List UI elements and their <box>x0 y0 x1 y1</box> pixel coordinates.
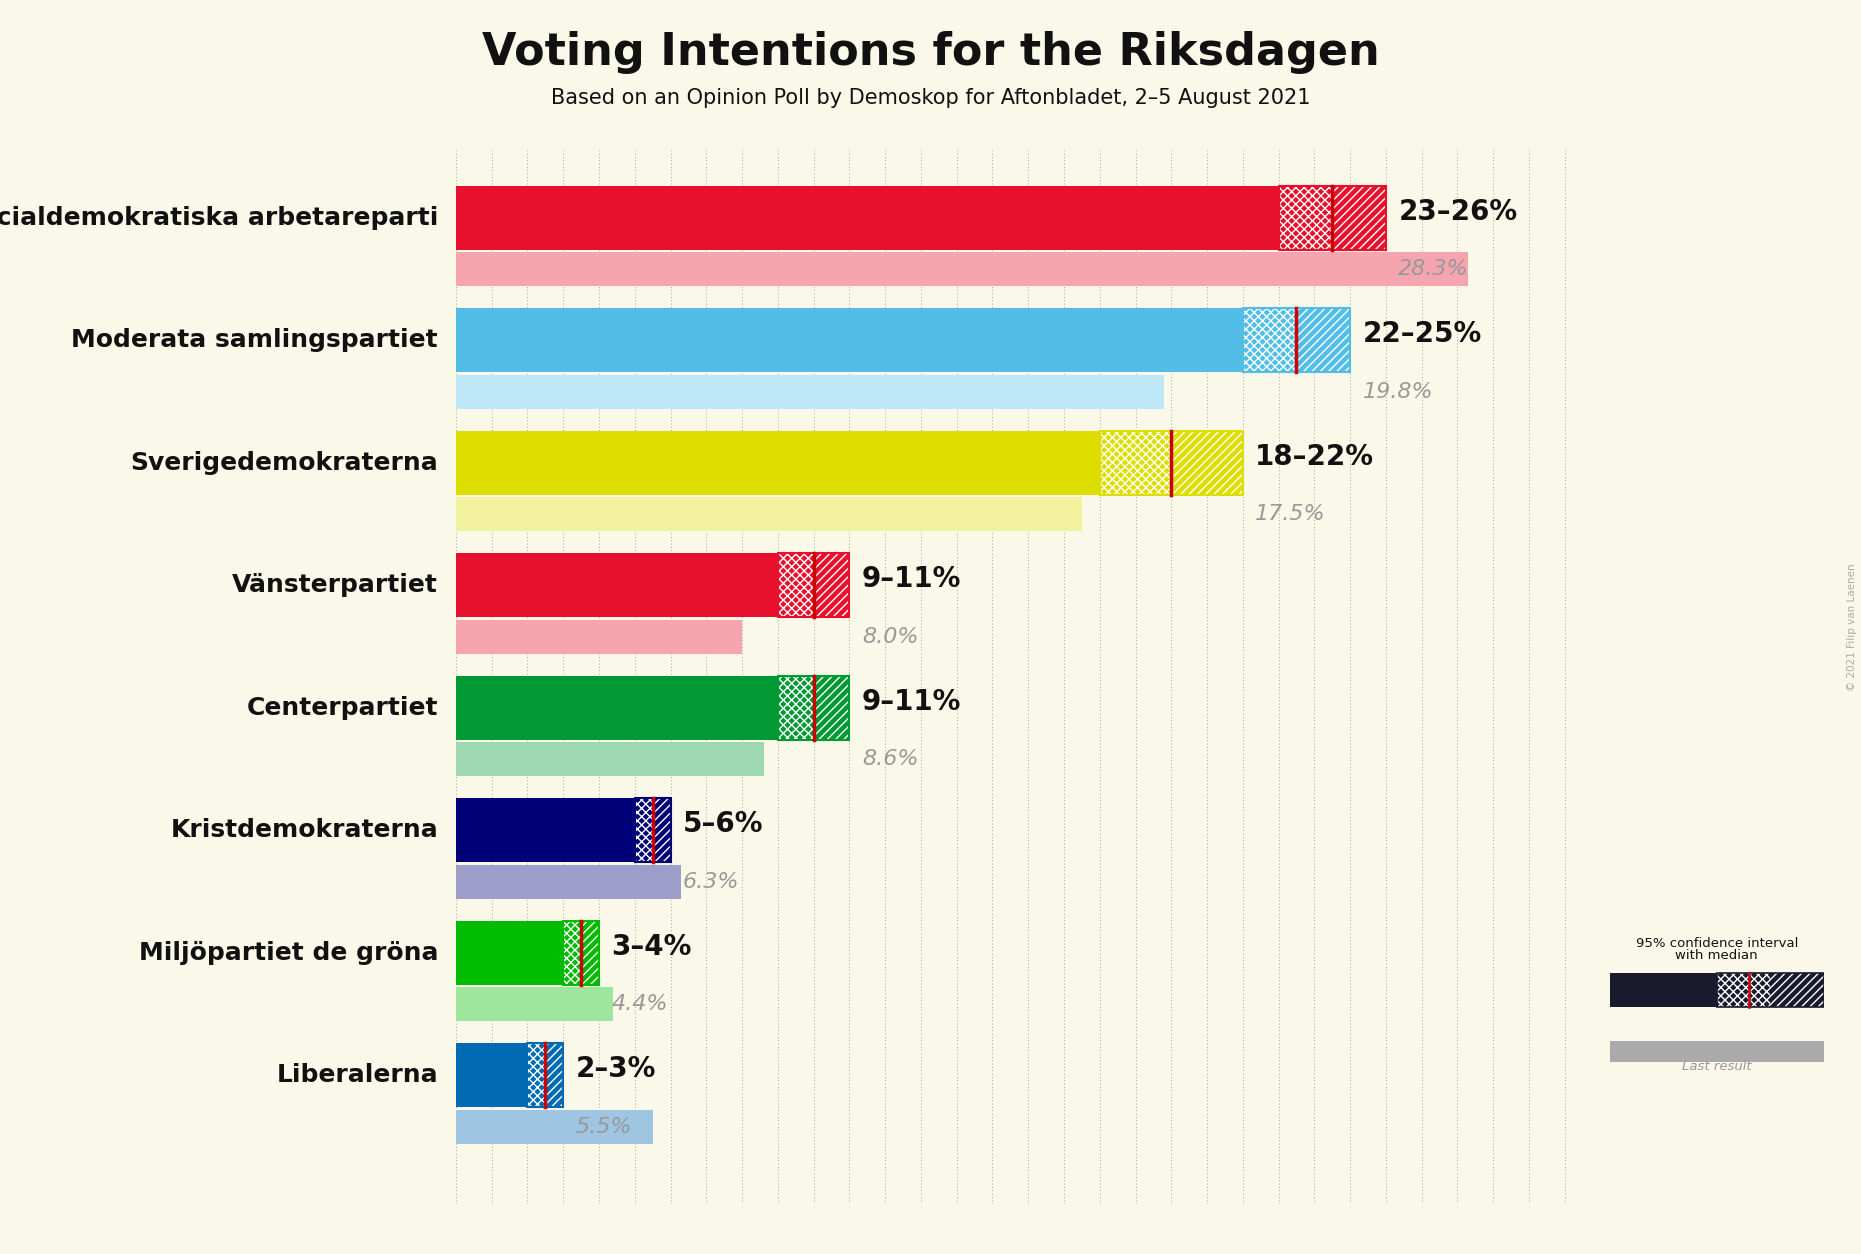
Text: Voting Intentions for the Riksdagen: Voting Intentions for the Riksdagen <box>482 31 1379 74</box>
Bar <box>1770 973 1824 1007</box>
Bar <box>1100 431 1171 494</box>
Bar <box>456 1110 653 1144</box>
Bar <box>456 553 778 617</box>
Bar <box>456 308 1243 372</box>
Bar <box>653 799 670 861</box>
Text: Kristdemokraterna: Kristdemokraterna <box>171 819 437 843</box>
Text: 2–3%: 2–3% <box>575 1055 657 1083</box>
Bar <box>778 553 813 617</box>
Text: 28.3%: 28.3% <box>1398 260 1468 280</box>
Bar <box>1332 186 1386 250</box>
Text: 5–6%: 5–6% <box>683 810 763 838</box>
Bar <box>564 920 581 984</box>
Bar <box>527 1043 545 1107</box>
Text: Vänsterpartiet: Vänsterpartiet <box>233 573 437 597</box>
Bar <box>635 799 653 861</box>
Bar <box>1297 308 1349 372</box>
Bar <box>1610 973 1718 1007</box>
Bar <box>778 553 813 617</box>
Text: 6.3%: 6.3% <box>683 872 739 892</box>
Text: 4.4%: 4.4% <box>612 994 668 1014</box>
Text: 17.5%: 17.5% <box>1256 504 1325 524</box>
Bar <box>813 676 849 740</box>
Bar <box>635 799 653 861</box>
Bar <box>1718 973 1770 1007</box>
Bar <box>1297 308 1349 372</box>
Bar <box>813 676 849 740</box>
Bar <box>1171 431 1243 494</box>
Bar <box>456 375 1165 409</box>
Bar <box>1100 431 1171 494</box>
Bar <box>456 497 1081 532</box>
Bar <box>1243 308 1297 372</box>
Bar <box>456 252 1468 286</box>
Bar <box>1279 186 1332 250</box>
Bar <box>1610 1041 1824 1062</box>
Text: 23–26%: 23–26% <box>1398 198 1517 226</box>
Text: Moderata samlingspartiet: Moderata samlingspartiet <box>71 329 437 352</box>
Text: Sverigedemokraterna: Sverigedemokraterna <box>130 451 437 475</box>
Bar <box>456 619 743 653</box>
Bar <box>813 553 849 617</box>
Text: 9–11%: 9–11% <box>862 566 962 593</box>
Bar <box>1243 308 1297 372</box>
Bar <box>653 799 670 861</box>
Bar <box>581 920 599 984</box>
Text: Based on an Opinion Poll by Demoskop for Aftonbladet, 2–5 August 2021: Based on an Opinion Poll by Demoskop for… <box>551 88 1310 108</box>
Bar <box>1770 973 1824 1007</box>
Text: 95% confidence interval: 95% confidence interval <box>1636 937 1798 949</box>
Bar <box>456 676 778 740</box>
Bar <box>1171 431 1243 494</box>
Bar <box>545 1043 564 1107</box>
Text: 3–4%: 3–4% <box>612 933 692 961</box>
Bar <box>581 920 599 984</box>
Bar <box>456 799 635 861</box>
Bar <box>1279 186 1332 250</box>
Bar <box>1718 973 1770 1007</box>
Bar <box>545 1043 564 1107</box>
Bar <box>778 676 813 740</box>
Bar <box>456 431 1100 494</box>
Bar <box>1332 186 1386 250</box>
Text: 18–22%: 18–22% <box>1256 443 1373 470</box>
Text: Last result: Last result <box>1682 1060 1751 1073</box>
Bar <box>778 676 813 740</box>
Text: with median: with median <box>1675 949 1759 962</box>
Text: 9–11%: 9–11% <box>862 687 962 716</box>
Text: Miljöpartiet de gröna: Miljöpartiet de gröna <box>138 940 437 964</box>
Text: Centerpartiet: Centerpartiet <box>246 696 437 720</box>
Text: 19.8%: 19.8% <box>1362 381 1433 401</box>
Bar <box>564 920 581 984</box>
Bar <box>456 742 763 776</box>
Bar <box>456 186 1279 250</box>
Bar <box>813 553 849 617</box>
Text: © 2021 Filip van Laenen: © 2021 Filip van Laenen <box>1848 563 1857 691</box>
Bar <box>456 987 614 1021</box>
Text: 8.0%: 8.0% <box>862 627 917 647</box>
Text: 5.5%: 5.5% <box>575 1116 633 1136</box>
Text: 22–25%: 22–25% <box>1362 320 1481 349</box>
Bar <box>456 864 681 899</box>
Bar <box>456 920 564 984</box>
Text: Liberalerna: Liberalerna <box>277 1063 437 1087</box>
Bar <box>456 1043 527 1107</box>
Text: 8.6%: 8.6% <box>862 749 917 769</box>
Text: Sveriges socialdemokratiska arbetareparti: Sveriges socialdemokratiska arbetarepart… <box>0 206 437 229</box>
Bar <box>527 1043 545 1107</box>
